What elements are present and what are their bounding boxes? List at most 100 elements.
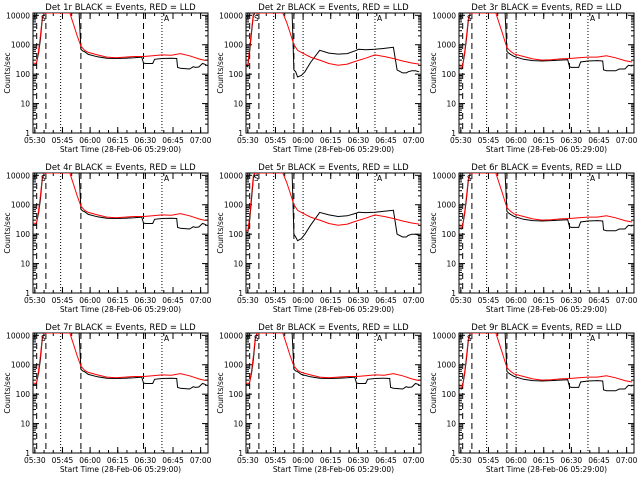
plot-frame	[245, 172, 422, 294]
x-tick-label: 06:15	[107, 456, 129, 465]
y-tick-label: 1000	[11, 41, 30, 50]
x-axis-label: Start Time (28-Feb-06 05:29:00)	[486, 465, 607, 474]
y-tick-label: 10	[446, 420, 456, 429]
detector-panel-5: Det 5r BLACK = Events, RED = LLD 1 10 100 10…	[216, 163, 425, 314]
y-tick-label: 10000	[219, 11, 243, 20]
y-tick-label: 10000	[432, 171, 456, 180]
x-tick-label: 06:45	[588, 456, 610, 465]
plot-frame	[458, 332, 635, 454]
x-tick-label: 06:00	[79, 136, 101, 145]
y-tick-label: 1	[25, 449, 30, 458]
plot-frame	[32, 172, 209, 294]
x-tick-label: 05:45	[478, 296, 500, 305]
x-tick-label: 06:45	[162, 456, 184, 465]
y-axis-label: Counts/sec	[216, 52, 225, 93]
x-tick-label: 06:30	[135, 456, 157, 465]
y-tick-label: 1	[238, 449, 243, 458]
x-tick-label: 06:30	[561, 136, 583, 145]
events-series-line	[33, 13, 207, 70]
detector-panel-2: Det 2r BLACK = Events, RED = LLD 1 10 100 10…	[216, 3, 425, 154]
series-group	[246, 333, 420, 390]
y-tick-label: 10000	[219, 171, 243, 180]
y-tick-label: 1000	[224, 41, 243, 50]
x-tick-label: 06:45	[375, 456, 397, 465]
y-tick-label: 10	[233, 260, 243, 269]
series-group	[246, 13, 420, 78]
x-tick-label: 06:45	[162, 296, 184, 305]
x-tick-label: 07:00	[616, 136, 638, 145]
x-tick-label: 05:30	[24, 296, 46, 305]
lld-series-line	[33, 13, 207, 65]
series-group	[33, 333, 207, 390]
x-tick-label: 06:00	[505, 296, 527, 305]
y-tick-label: 1000	[437, 41, 456, 50]
y-tick-label: 1000	[224, 201, 243, 210]
y-tick-label: 10000	[6, 11, 30, 20]
marker-tag: S	[254, 14, 259, 23]
y-tick-label: 10	[20, 420, 30, 429]
y-tick-label: 100	[229, 70, 244, 79]
x-tick-label: 05:30	[24, 136, 46, 145]
chart-title: Det 1r BLACK = Events, RED = LLD	[45, 3, 196, 13]
x-tick-label: 05:45	[52, 456, 74, 465]
x-tick-label: 05:45	[52, 136, 74, 145]
plot-frame	[245, 12, 422, 134]
lld-series-line	[246, 13, 420, 66]
y-tick-label: 1000	[11, 201, 30, 210]
y-tick-label: 1	[451, 449, 456, 458]
events-series-line	[246, 173, 420, 242]
x-tick-label: 07:00	[190, 136, 212, 145]
x-tick-label: 05:30	[237, 136, 259, 145]
x-tick-label: 06:45	[588, 136, 610, 145]
series-group	[246, 173, 420, 242]
x-tick-label: 06:30	[135, 296, 157, 305]
detector-panel-4: Det 4r BLACK = Events, RED = LLD 1 10 100 10…	[3, 163, 212, 314]
x-tick-label: 06:30	[561, 456, 583, 465]
marker-tag: A	[164, 334, 170, 343]
x-axis-label: Start Time (28-Feb-06 05:29:00)	[60, 305, 181, 314]
x-tick-label: 07:00	[190, 296, 212, 305]
x-tick-label: 06:45	[375, 296, 397, 305]
y-tick-label: 10	[233, 100, 243, 109]
x-tick-label: 05:45	[265, 456, 287, 465]
y-tick-label: 1000	[11, 361, 30, 370]
y-tick-label: 10	[446, 260, 456, 269]
x-tick-label: 06:30	[348, 296, 370, 305]
detector-panel-8: Det 8r BLACK = Events, RED = LLD 1 10 100 10…	[216, 323, 425, 474]
events-series-line	[33, 333, 207, 390]
x-tick-label: 07:00	[403, 296, 425, 305]
y-axis-label: Counts/sec	[216, 212, 225, 253]
x-tick-label: 06:00	[292, 136, 314, 145]
y-tick-label: 1	[25, 289, 30, 298]
detector-panel-9: Det 9r BLACK = Events, RED = LLD 1 10 100 10…	[429, 323, 638, 474]
chart-title: Det 8r BLACK = Events, RED = LLD	[258, 323, 409, 333]
y-tick-label: 10	[233, 420, 243, 429]
y-tick-label: 100	[442, 390, 457, 399]
y-tick-label: 100	[442, 230, 457, 239]
marker-tag: S	[467, 14, 472, 23]
chart-title: Det 6r BLACK = Events, RED = LLD	[471, 163, 622, 173]
chart-title: Det 9r BLACK = Events, RED = LLD	[471, 323, 622, 333]
x-tick-label: 05:45	[478, 136, 500, 145]
y-tick-label: 100	[442, 70, 457, 79]
y-tick-label: 1	[238, 129, 243, 138]
x-tick-label: 07:00	[403, 456, 425, 465]
y-axis-label: Counts/sec	[429, 212, 438, 253]
events-series-line	[246, 333, 420, 390]
y-tick-label: 100	[16, 230, 31, 239]
series-group	[459, 13, 633, 72]
lld-series-line	[33, 173, 207, 225]
marker-tag: S	[41, 334, 46, 343]
x-axis-label: Start Time (28-Feb-06 05:29:00)	[60, 465, 181, 474]
marker-tag: S	[254, 334, 259, 343]
x-axis-label: Start Time (28-Feb-06 05:29:00)	[60, 145, 181, 154]
detector-panel-3: Det 3r BLACK = Events, RED = LLD 1 10 100 10…	[429, 3, 638, 154]
x-tick-label: 06:00	[79, 296, 101, 305]
lld-series-line	[459, 13, 633, 68]
y-tick-label: 100	[16, 70, 31, 79]
y-tick-label: 100	[16, 390, 31, 399]
y-tick-label: 100	[229, 390, 244, 399]
marker-tag: S	[467, 174, 472, 183]
x-tick-label: 05:30	[24, 456, 46, 465]
